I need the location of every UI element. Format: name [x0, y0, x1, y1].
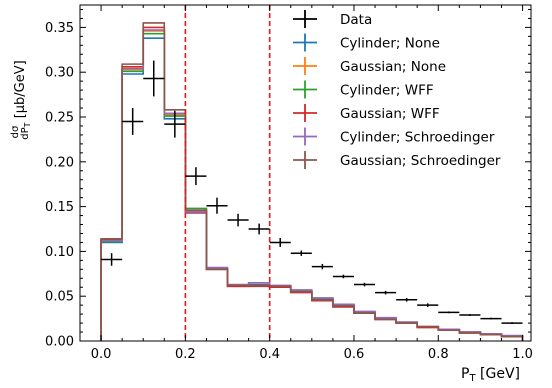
y-tick-label: 0.30: [45, 66, 74, 81]
x-tick-label: 0.8: [428, 347, 449, 362]
data-point: [185, 167, 207, 186]
legend-label: Cylinder; None: [340, 36, 440, 52]
legend-label: Data: [340, 12, 372, 28]
data-point: [227, 213, 249, 227]
data-point: [417, 303, 439, 307]
legend-label: Cylinder; WFF: [340, 83, 434, 99]
legend: Data Cylinder; None Gaussian; None Cylinder…: [293, 10, 501, 169]
legend-entry: Data: [293, 10, 372, 28]
data-point: [290, 250, 312, 256]
y-tick-label: 0.10: [45, 245, 74, 260]
data-point: [459, 314, 481, 316]
data-point: [206, 197, 228, 214]
legend-entry: Gaussian; None: [293, 57, 446, 75]
data-point: [143, 60, 165, 97]
x-axis-label: PT [GeV]: [461, 366, 520, 384]
series-line-5: [100, 22, 524, 341]
x-tick-label: 1.0: [512, 347, 533, 362]
x-tick-label: 0.0: [91, 347, 112, 362]
legend-entry: Cylinder; None: [293, 33, 440, 52]
data-point: [332, 274, 354, 279]
y-tick-label: 0.15: [45, 200, 74, 215]
x-tick-label: 0.2: [175, 347, 196, 362]
axes: 0.0 0.2 0.4 0.6 0.8 1.0 0.00 0.05 0.10 0.15 0.20 0.…: [45, 4, 533, 362]
y-tick-label: 0.00: [45, 335, 74, 350]
plot-area: [100, 5, 524, 341]
y-tick-label: 0.20: [45, 155, 74, 170]
legend-entry: Gaussian; Schroedinger: [293, 151, 501, 169]
svg-text:dσdPT [μb/GeV]: dσdPT [μb/GeV]: [10, 60, 32, 139]
y-tick-label: 0.35: [45, 21, 74, 36]
x-tick-label: 0.6: [344, 347, 365, 362]
data-point: [438, 311, 460, 314]
data-point: [248, 223, 270, 235]
legend-entry: Cylinder; Schroedinger: [293, 127, 495, 146]
data-point: [353, 282, 376, 287]
data-point: [164, 110, 186, 138]
data-point: [101, 253, 123, 266]
legend-label: Gaussian; Schroedinger: [340, 153, 501, 169]
legend-label: Gaussian; None: [340, 59, 446, 75]
legend-entry: Cylinder; WFF: [293, 80, 434, 99]
axes-frame: [79, 4, 532, 342]
data-point: [396, 297, 418, 302]
data-point: [480, 317, 502, 320]
data-point: [311, 263, 333, 270]
legend-entry: Gaussian; WFF: [293, 104, 440, 122]
legend-label: Gaussian; WFF: [340, 106, 440, 122]
legend-label: Cylinder; Schroedinger: [340, 130, 495, 146]
data-point: [501, 322, 523, 324]
data-point: [269, 237, 291, 247]
x-tick-label: 0.4: [259, 347, 280, 362]
data-point: [375, 290, 397, 295]
y-tick-label: 0.05: [45, 290, 74, 305]
data-point: [122, 108, 144, 135]
y-tick-label: 0.25: [45, 111, 74, 126]
y-axis-label: dσdPT [μb/GeV]: [10, 60, 32, 139]
